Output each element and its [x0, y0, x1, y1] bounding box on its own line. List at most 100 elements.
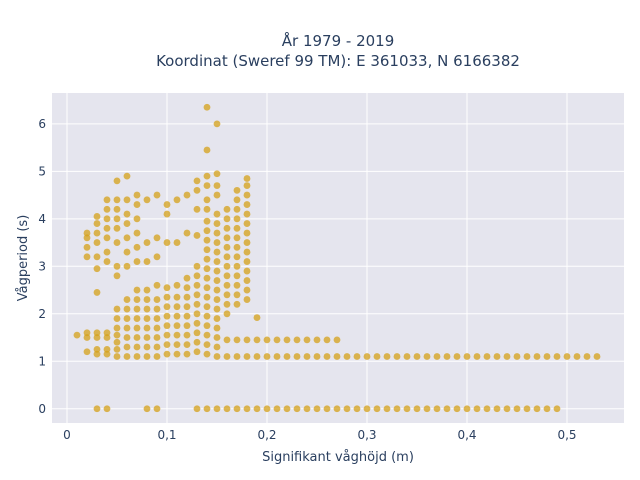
data-point — [243, 191, 251, 199]
data-point — [473, 405, 481, 413]
data-point — [223, 262, 231, 270]
data-point — [133, 343, 141, 351]
data-point — [143, 258, 151, 265]
data-point — [403, 353, 411, 360]
data-point — [153, 296, 161, 303]
data-point — [353, 405, 361, 413]
data-point — [83, 329, 91, 337]
data-point — [173, 341, 181, 349]
data-point — [213, 334, 221, 341]
data-point — [463, 405, 471, 413]
data-point — [253, 353, 261, 360]
data-point — [233, 224, 241, 232]
data-point — [213, 353, 221, 360]
data-point — [503, 405, 511, 413]
data-point — [233, 243, 241, 251]
data-point — [123, 343, 131, 351]
data-point — [83, 234, 91, 242]
data-point — [223, 310, 231, 318]
data-point — [233, 215, 241, 223]
data-point — [183, 229, 191, 237]
data-point — [193, 338, 201, 346]
data-point — [533, 353, 541, 360]
data-point — [373, 353, 381, 360]
y-tick-label: 1 — [38, 354, 46, 368]
data-point — [113, 224, 121, 232]
data-point — [203, 274, 211, 282]
data-point — [503, 353, 511, 360]
data-point — [153, 343, 161, 351]
data-point — [383, 405, 391, 413]
data-point — [343, 353, 351, 360]
y-axis-ticks: 0 1 2 3 4 5 6 — [38, 117, 46, 416]
data-point — [243, 336, 251, 344]
data-point — [273, 336, 281, 344]
data-point — [183, 341, 191, 349]
data-point — [173, 331, 181, 339]
data-point — [283, 405, 291, 413]
data-point — [133, 286, 141, 294]
x-tick-label: 0 — [63, 428, 71, 442]
data-point — [203, 236, 211, 244]
data-point — [223, 205, 231, 213]
data-point — [113, 205, 121, 213]
data-point — [363, 353, 371, 360]
data-point — [263, 336, 271, 344]
data-point — [163, 322, 171, 330]
data-point — [153, 324, 161, 332]
data-point — [223, 272, 231, 280]
data-point — [143, 239, 151, 246]
data-point — [203, 103, 211, 111]
data-point — [303, 405, 311, 413]
data-points — [73, 103, 601, 413]
data-point — [153, 405, 161, 413]
data-point — [293, 336, 301, 344]
data-point — [143, 305, 151, 313]
data-point — [223, 300, 231, 308]
data-point — [593, 353, 601, 360]
data-point — [193, 177, 201, 185]
data-point — [113, 346, 121, 353]
data-point — [323, 405, 331, 413]
data-point — [213, 405, 221, 413]
data-point — [183, 322, 191, 330]
data-point — [213, 296, 221, 303]
data-point — [203, 331, 211, 339]
data-point — [193, 281, 201, 289]
data-point — [83, 334, 91, 341]
data-point — [123, 210, 131, 218]
data-point — [213, 170, 221, 178]
data-point — [223, 243, 231, 251]
data-point — [213, 182, 221, 189]
data-point — [323, 336, 331, 344]
data-point — [153, 281, 161, 289]
data-point — [333, 336, 341, 344]
data-point — [93, 329, 101, 337]
data-point — [173, 303, 181, 311]
y-axis-title: Vågperiod (s) — [16, 215, 31, 302]
data-point — [413, 353, 421, 360]
data-point — [133, 229, 141, 237]
data-point — [103, 215, 111, 223]
data-point — [153, 191, 161, 199]
data-point — [113, 353, 121, 360]
data-point — [133, 258, 141, 265]
data-point — [133, 201, 141, 208]
data-point — [293, 353, 301, 360]
data-point — [403, 405, 411, 413]
data-point — [313, 336, 321, 344]
data-point — [83, 253, 91, 261]
data-point — [123, 248, 131, 256]
data-point — [243, 296, 251, 303]
data-point — [203, 312, 211, 320]
data-point — [203, 341, 211, 349]
data-point — [83, 243, 91, 251]
data-point — [533, 405, 541, 413]
data-point — [113, 272, 121, 280]
data-point — [123, 334, 131, 341]
data-point — [223, 405, 231, 413]
data-point — [183, 350, 191, 358]
data-point — [93, 346, 101, 353]
data-point — [463, 353, 471, 360]
data-point — [553, 405, 561, 413]
